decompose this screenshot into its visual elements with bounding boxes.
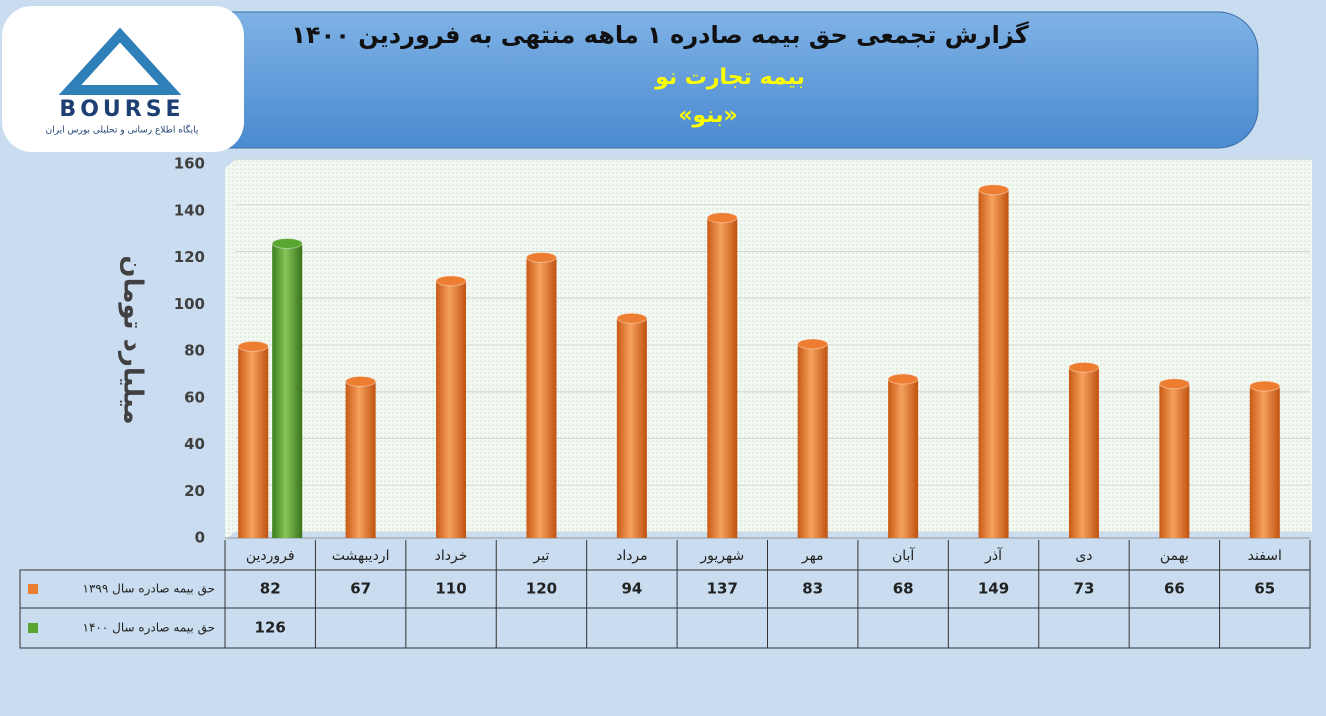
- table-value: 110: [435, 580, 466, 598]
- bar-cap: [887, 373, 919, 385]
- bar: [436, 280, 467, 538]
- y-tick-label: 140: [174, 201, 205, 219]
- table-value: 83: [802, 580, 823, 598]
- bar-cap: [1068, 361, 1100, 373]
- y-tick-label: 120: [174, 248, 205, 266]
- bar-cap: [616, 312, 648, 324]
- bar: [272, 243, 303, 538]
- table-value: 73: [1074, 580, 1095, 598]
- company-name: بیمه تجارت نو: [654, 65, 805, 90]
- bar: [345, 381, 376, 538]
- bar: [978, 189, 1009, 538]
- table-value: 126: [255, 619, 286, 637]
- bar-cap: [706, 212, 738, 224]
- bar-cap: [435, 275, 467, 287]
- bar-cap: [1158, 378, 1190, 390]
- x-tick-label: فروردین: [246, 548, 295, 564]
- logo-box: [2, 6, 244, 152]
- bar: [1249, 386, 1280, 538]
- bar: [888, 379, 919, 538]
- table-value: 65: [1254, 580, 1275, 598]
- logo-name: BOURSE: [59, 97, 184, 122]
- y-tick-label: 0: [195, 529, 205, 547]
- table-value: 149: [978, 580, 1009, 598]
- bar: [797, 343, 828, 538]
- company-symbol: «بنو»: [678, 103, 737, 128]
- legend-label: حق بیمه صادره سال ۱۴۰۰: [83, 621, 216, 636]
- y-tick-label: 40: [184, 435, 205, 453]
- bar-cap: [345, 375, 377, 387]
- y-tick-label: 80: [184, 342, 205, 360]
- bar-cap: [797, 338, 829, 350]
- logo-icon: [58, 27, 182, 95]
- x-tick-label: بهمن: [1160, 548, 1189, 564]
- bar-cap: [237, 340, 269, 352]
- legend-label: حق بیمه صادره سال ۱۳۹۹: [83, 582, 216, 597]
- table-value: 137: [707, 580, 738, 598]
- y-tick-label: 60: [184, 388, 205, 406]
- table-value: 68: [893, 580, 914, 598]
- table-value: 94: [621, 580, 642, 598]
- legend-swatch: [28, 623, 38, 633]
- y-tick-label: 160: [174, 155, 205, 173]
- y-axis-label: میلیارد تومان: [118, 255, 148, 424]
- table-value: 67: [350, 580, 371, 598]
- x-tick-label: مهر: [801, 548, 824, 564]
- plot-area: [225, 160, 1312, 540]
- x-tick-label: مرداد: [616, 548, 648, 564]
- chart-title: گزارش تجمعی حق بیمه صادره ۱ ماهه منتهی ب…: [291, 21, 1029, 49]
- x-tick-label: تیر: [533, 548, 550, 564]
- bar-cap: [271, 237, 303, 249]
- bar-cap: [978, 184, 1010, 196]
- x-tick-label: خرداد: [435, 548, 468, 564]
- bar: [526, 257, 557, 538]
- x-tick-label: اردیبهشت: [332, 548, 390, 564]
- legend-swatch: [28, 584, 38, 594]
- x-tick-label: آذر: [984, 547, 1003, 564]
- bar: [616, 318, 647, 538]
- bar: [238, 346, 269, 538]
- y-tick-label: 100: [174, 295, 205, 313]
- bar: [707, 217, 738, 538]
- bar: [1068, 367, 1099, 538]
- table-value: 66: [1164, 580, 1185, 598]
- x-tick-label: اسفند: [1248, 548, 1282, 564]
- table-value: 120: [526, 580, 557, 598]
- bar-cap: [1249, 380, 1281, 392]
- x-tick-label: دی: [1075, 548, 1092, 564]
- x-tick-label: آبان: [892, 547, 915, 564]
- x-tick-label: شهریور: [699, 548, 744, 564]
- bar-cap: [525, 252, 557, 263]
- logo-tagline: پایگاه اطلاع رسانی و تحلیلی بورس ایران: [46, 124, 199, 136]
- y-tick-label: 20: [184, 482, 205, 500]
- bar: [1159, 383, 1190, 538]
- table-value: 82: [260, 580, 281, 598]
